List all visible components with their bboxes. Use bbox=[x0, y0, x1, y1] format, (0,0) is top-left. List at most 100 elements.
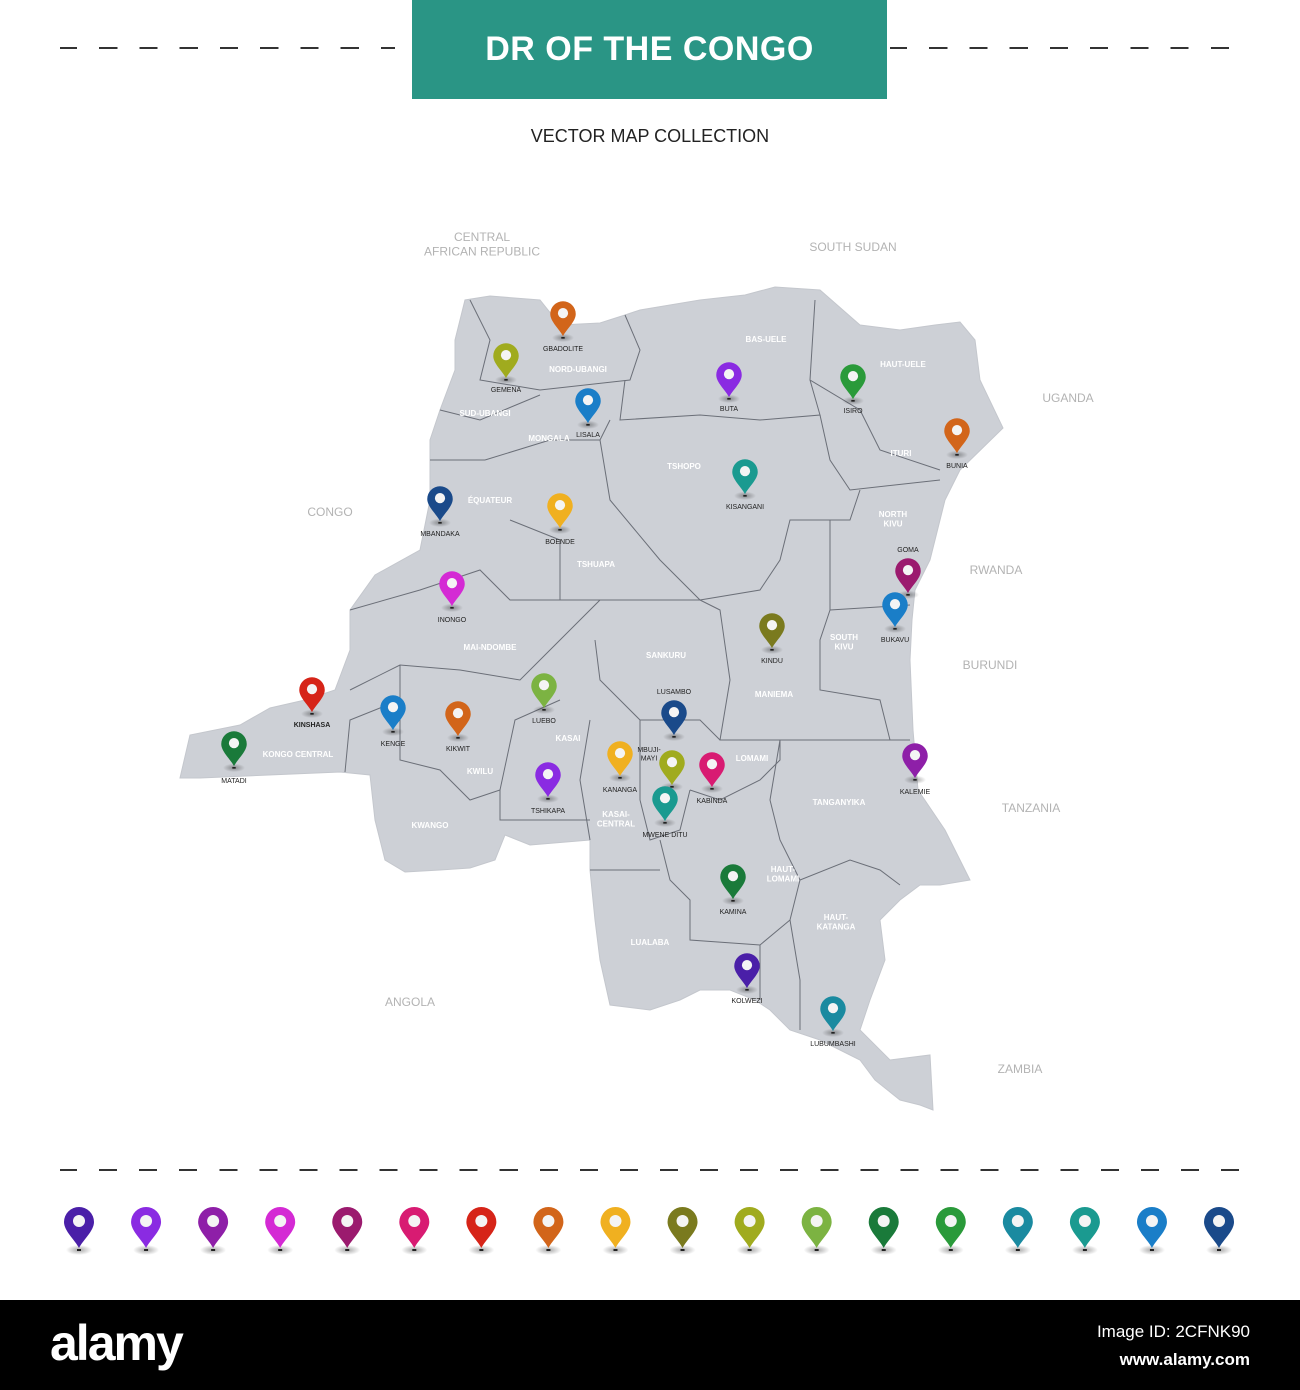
city-label: KALEMIE bbox=[900, 789, 931, 796]
city-label: MATADI bbox=[221, 778, 246, 785]
city-pin-bunia[interactable] bbox=[944, 418, 970, 460]
city-label: KOLWEZI bbox=[732, 998, 763, 1005]
legend-pin[interactable] bbox=[868, 1207, 899, 1255]
region-label: NORD-UBANGI bbox=[549, 365, 607, 374]
legend-pin[interactable] bbox=[64, 1207, 94, 1255]
pin-center bbox=[228, 738, 240, 749]
city-pin-matadi[interactable] bbox=[221, 731, 247, 773]
city-pin-goma[interactable] bbox=[895, 558, 921, 600]
city-pin-kabinda[interactable] bbox=[699, 752, 725, 794]
pin-center bbox=[542, 769, 554, 780]
city-pin-kisangani[interactable] bbox=[732, 459, 758, 501]
legend-pin[interactable] bbox=[600, 1207, 631, 1255]
pin-dot bbox=[558, 528, 562, 531]
city-pin-mwene-ditu[interactable] bbox=[652, 786, 678, 828]
province-border bbox=[469, 299, 641, 391]
pin-center bbox=[889, 599, 901, 610]
city-label: GOMA bbox=[897, 547, 919, 554]
legend-pin[interactable] bbox=[265, 1207, 296, 1255]
pin-dot bbox=[546, 1249, 551, 1251]
legend-pin[interactable] bbox=[466, 1207, 497, 1255]
city-pin-gemena[interactable] bbox=[493, 343, 519, 385]
city-pin-lubumbashi[interactable] bbox=[820, 996, 846, 1038]
map-pin-icon bbox=[1002, 1207, 1033, 1248]
city-pin-kalemie[interactable] bbox=[902, 743, 928, 785]
city-pin-mbandaka[interactable] bbox=[427, 486, 453, 528]
pin-dot bbox=[1149, 1249, 1154, 1251]
city-pin-lusambo[interactable] bbox=[661, 700, 687, 742]
pin-center bbox=[1213, 1215, 1226, 1227]
city-pin-kolwezi[interactable] bbox=[734, 953, 760, 995]
city-pin-boende[interactable] bbox=[547, 493, 573, 535]
legend-pin[interactable] bbox=[1136, 1207, 1167, 1255]
city-pin-gbadolite[interactable] bbox=[550, 301, 576, 343]
pin-center bbox=[951, 425, 963, 436]
pin-dot bbox=[456, 736, 460, 739]
city-label: GBADOLITE bbox=[543, 346, 583, 353]
pin-dot bbox=[144, 1249, 149, 1251]
footer-bar: alamy Image ID: 2CFNK90 www.alamy.com bbox=[0, 1300, 1300, 1390]
map-pin-icon bbox=[1136, 1207, 1167, 1248]
legend-pin[interactable] bbox=[734, 1207, 765, 1255]
legend-pin[interactable] bbox=[332, 1207, 363, 1255]
region-label: NORTH KIVU bbox=[879, 510, 908, 529]
map-pin-icon bbox=[902, 743, 928, 779]
legend-pin[interactable] bbox=[131, 1207, 162, 1255]
pin-dot bbox=[1015, 1249, 1020, 1251]
province-border bbox=[819, 520, 891, 741]
city-pin-kikwit[interactable] bbox=[445, 701, 471, 743]
map-pin-icon bbox=[380, 695, 406, 731]
city-pin-mbuji-mayi[interactable] bbox=[659, 750, 685, 792]
city-pin-lisala[interactable] bbox=[575, 388, 601, 430]
pin-center bbox=[739, 466, 751, 477]
province-border bbox=[689, 740, 781, 801]
pin-dot bbox=[542, 708, 546, 711]
city-pin-tshikapa[interactable] bbox=[535, 762, 561, 804]
province-border bbox=[769, 739, 801, 881]
pin-dot bbox=[955, 453, 959, 456]
legend-pin[interactable] bbox=[198, 1207, 229, 1255]
province-border bbox=[809, 379, 941, 471]
city-pin-kindu[interactable] bbox=[759, 613, 785, 655]
city-label: BUKAVU bbox=[881, 637, 909, 644]
province-border bbox=[399, 665, 561, 801]
legend-pin[interactable] bbox=[399, 1207, 430, 1255]
city-pin-isiro[interactable] bbox=[840, 364, 866, 406]
legend-pin[interactable] bbox=[533, 1207, 564, 1255]
city-label: KISANGANI bbox=[726, 504, 764, 511]
map-pin-icon bbox=[607, 741, 633, 777]
legend-pin[interactable] bbox=[1069, 1207, 1100, 1255]
legend-pin[interactable] bbox=[935, 1207, 966, 1255]
city-pin-kananga[interactable] bbox=[607, 741, 633, 783]
legend-pin[interactable] bbox=[667, 1207, 698, 1255]
province-border bbox=[499, 790, 590, 821]
map-pin-icon bbox=[734, 1207, 765, 1248]
city-pin-kamina[interactable] bbox=[720, 864, 746, 906]
pin-center bbox=[274, 1215, 287, 1227]
legend-pin[interactable] bbox=[1002, 1207, 1033, 1255]
region-label: MANIEMA bbox=[755, 690, 793, 699]
city-pin-luebo[interactable] bbox=[531, 673, 557, 715]
pin-dot bbox=[391, 730, 395, 733]
map-pin-icon bbox=[427, 486, 453, 522]
pin-center bbox=[341, 1215, 354, 1227]
map-pin-icon bbox=[600, 1207, 631, 1248]
city-label: TSHIKAPA bbox=[531, 808, 565, 815]
pin-center bbox=[877, 1215, 890, 1227]
pin-center bbox=[434, 493, 446, 504]
region-label: ITURI bbox=[891, 449, 912, 458]
city-pin-inongo[interactable] bbox=[439, 571, 465, 613]
city-pin-kinshasa[interactable] bbox=[299, 677, 325, 719]
region-label: BAS-UELE bbox=[746, 335, 788, 344]
region-label: TANGANYIKA bbox=[813, 798, 866, 807]
legend-pin[interactable] bbox=[801, 1207, 832, 1255]
city-pin-buta[interactable] bbox=[716, 362, 742, 404]
country-label: ANGOLA bbox=[385, 995, 435, 1009]
legend-pin[interactable] bbox=[1204, 1207, 1235, 1255]
region-label: HAUT-LOMAMI bbox=[767, 865, 799, 884]
province-border bbox=[659, 839, 901, 946]
pin-center bbox=[706, 759, 718, 770]
footer-url[interactable]: www.alamy.com bbox=[1119, 1350, 1250, 1369]
city-pin-bukavu[interactable] bbox=[882, 592, 908, 634]
city-pin-kenge[interactable] bbox=[380, 695, 406, 737]
